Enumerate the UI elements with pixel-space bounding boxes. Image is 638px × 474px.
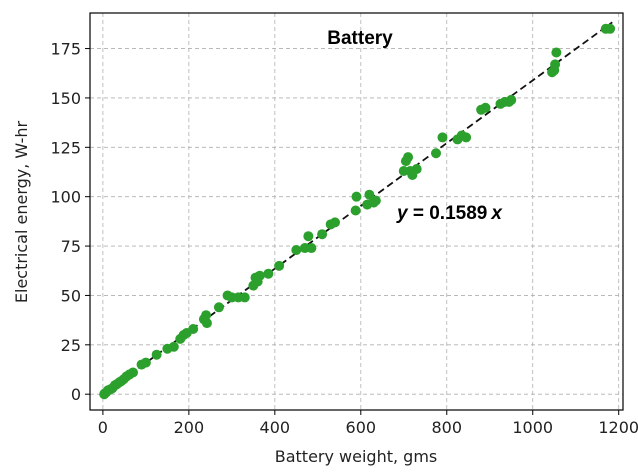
x-tick-label: 1200 [598, 418, 638, 437]
y-tick-label: 175 [50, 40, 81, 59]
data-point [201, 310, 212, 321]
data-point [274, 260, 285, 271]
data-point [291, 245, 302, 256]
data-point [506, 94, 517, 105]
x-tick-label: 200 [174, 418, 205, 437]
data-point [168, 341, 179, 352]
data-point [254, 270, 265, 281]
y-axis-ticks: 0 25 50 75 100 125 150 175 [50, 40, 90, 404]
data-point [364, 189, 375, 200]
data-point [551, 47, 562, 58]
data-point [213, 302, 224, 313]
data-point [350, 205, 361, 216]
data-point [239, 292, 250, 303]
data-point [351, 191, 362, 202]
equation-x: x [490, 203, 503, 224]
data-point [550, 59, 561, 70]
y-tick-label: 125 [50, 138, 81, 157]
data-point [461, 132, 472, 143]
y-tick-label: 75 [61, 237, 81, 256]
fit-equation: y = 0.1589 x [396, 203, 503, 224]
data-point [370, 195, 381, 206]
data-points [99, 23, 616, 400]
data-point [480, 102, 491, 113]
data-point [411, 164, 422, 175]
data-point [317, 229, 328, 240]
data-point [303, 231, 314, 242]
equation-y: y [396, 203, 409, 224]
data-point [306, 243, 317, 254]
y-tick-label: 25 [61, 336, 81, 355]
x-axis-label: Battery weight, gms [275, 447, 438, 466]
x-tick-label: 600 [346, 418, 377, 437]
data-point [263, 268, 274, 279]
chart-title: Battery [327, 28, 393, 49]
y-tick-label: 150 [50, 89, 81, 108]
data-point [151, 349, 162, 360]
x-tick-label: 800 [431, 418, 462, 437]
data-point [330, 217, 341, 228]
x-axis-ticks: 0 200 400 600 800 1000 1200 [98, 410, 638, 437]
y-tick-label: 100 [50, 188, 81, 207]
data-point [437, 132, 448, 143]
data-point [188, 324, 199, 335]
y-axis-label: Electrical energy, W-hr [12, 120, 31, 303]
data-point [140, 357, 151, 368]
data-point [403, 152, 414, 163]
equation-coefficient: = 0.1589 [408, 203, 488, 224]
x-tick-label: 400 [260, 418, 291, 437]
x-tick-label: 0 [98, 418, 108, 437]
data-point [201, 318, 212, 329]
y-tick-label: 50 [61, 286, 81, 305]
plot-frame [89, 12, 624, 411]
y-tick-label: 0 [71, 385, 81, 404]
data-point [431, 148, 442, 159]
data-point [127, 367, 138, 378]
data-point [605, 23, 616, 34]
x-tick-label: 1000 [512, 418, 553, 437]
